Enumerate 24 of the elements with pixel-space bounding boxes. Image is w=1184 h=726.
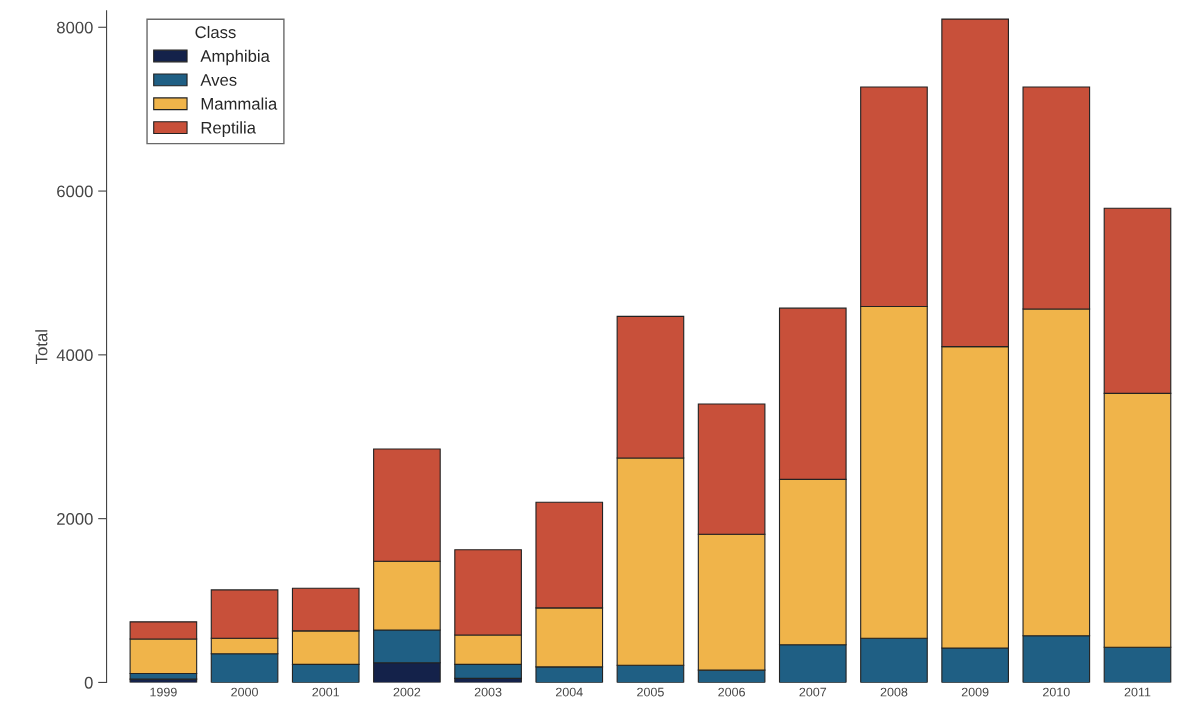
y-tick-label: 0 xyxy=(84,676,93,689)
x-tick-label: 2008 xyxy=(880,687,908,697)
x-tick-label: 2006 xyxy=(718,687,745,697)
x-tick-label: 1999 xyxy=(150,687,177,697)
x-tick-label: 2009 xyxy=(961,687,989,697)
y-tick-label: 2000 xyxy=(57,513,93,525)
legend-title: Class xyxy=(195,25,236,39)
x-tick-label: 2003 xyxy=(474,687,502,697)
x-tick-label: 2005 xyxy=(637,687,664,697)
x-tick-label: 2004 xyxy=(555,687,583,697)
legend-label: Mammalia xyxy=(201,97,278,110)
legend-label: Reptilia xyxy=(201,121,256,137)
x-tick-label: 2007 xyxy=(799,687,827,697)
legend-label: Amphibia xyxy=(200,49,270,66)
y-axis-title: Total xyxy=(35,330,48,364)
legend-label: Aves xyxy=(200,74,237,86)
y-tick-label: 6000 xyxy=(57,185,93,198)
y-tick-label: 8000 xyxy=(57,21,93,34)
x-tick-label: 2000 xyxy=(231,687,258,697)
x-tick-label: 2002 xyxy=(393,687,421,697)
x-tick-label: 2011 xyxy=(1124,687,1151,697)
x-tick-label: 2010 xyxy=(1043,687,1070,697)
x-tick-label: 2001 xyxy=(312,687,340,697)
y-tick-label: 4000 xyxy=(56,349,93,362)
